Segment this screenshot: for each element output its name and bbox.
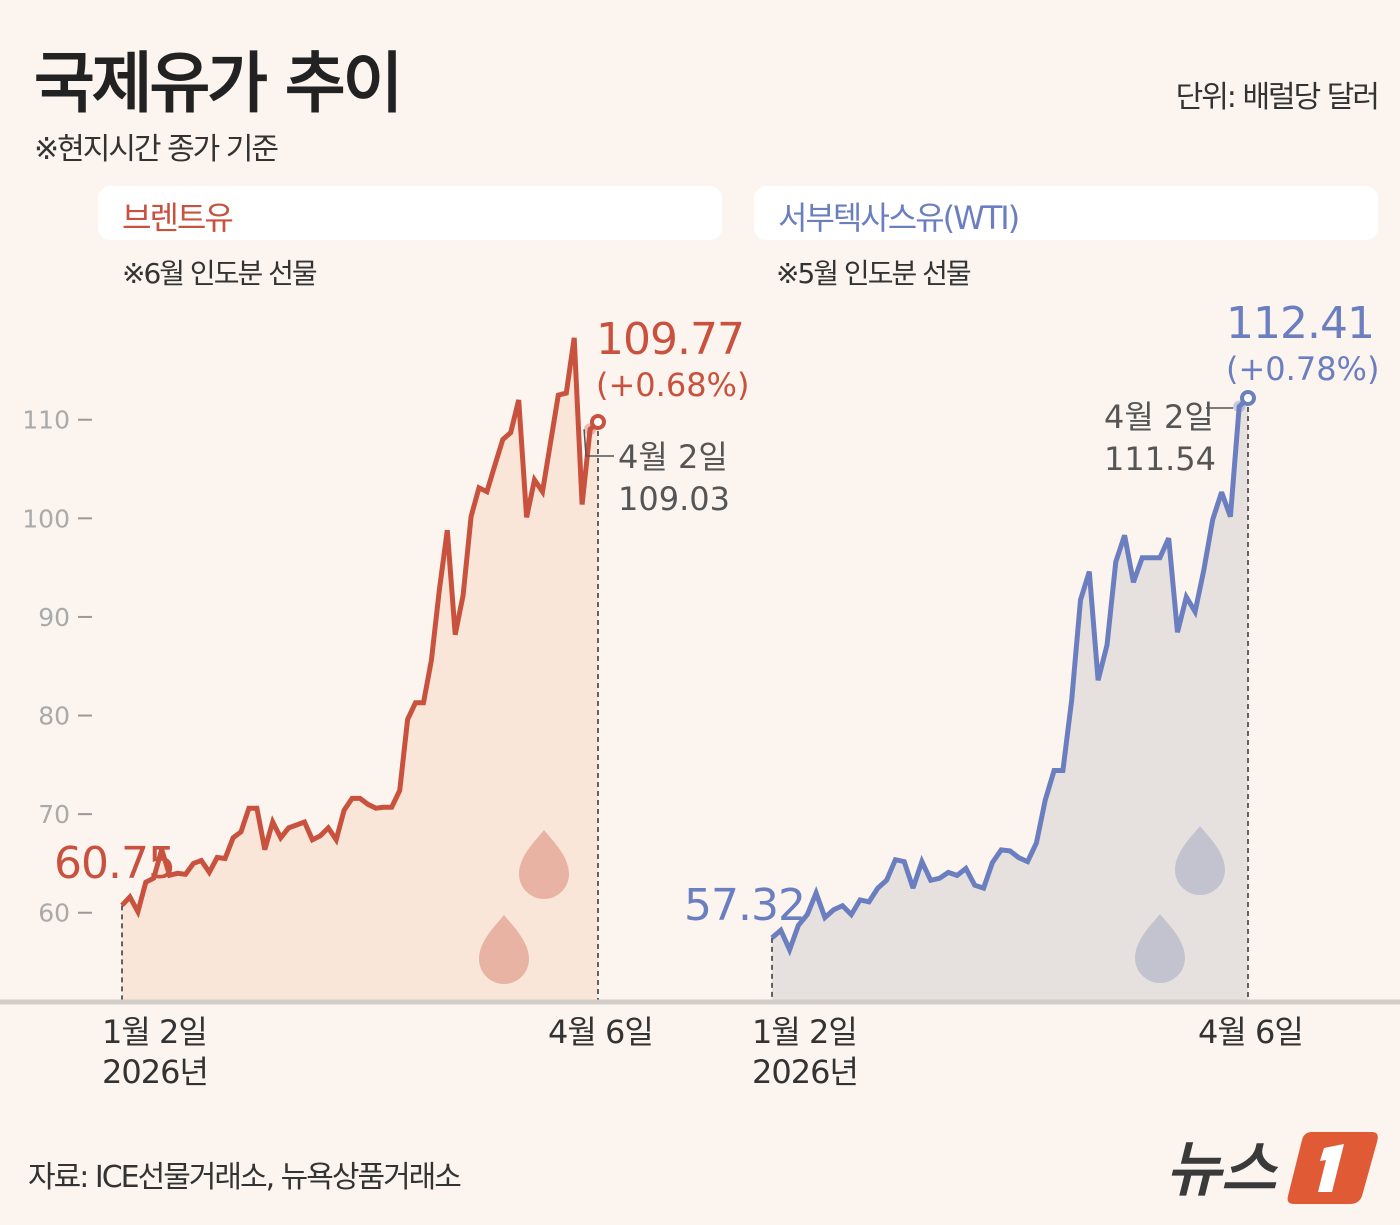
wti-end-change: (+0.78%) bbox=[1226, 350, 1380, 388]
subtitle: ※현지시간 종가 기준 bbox=[34, 132, 279, 167]
news1-logo: 뉴스 bbox=[1166, 1126, 1380, 1214]
wti-prev-annotation: 4월 2일 111.54 bbox=[1104, 396, 1216, 480]
wti-end-marker bbox=[1240, 390, 1256, 406]
brent-end-marker bbox=[590, 414, 606, 430]
brent-header-box: 브렌트유 bbox=[98, 186, 722, 240]
wti-x-start: 1월 2일 2026년 bbox=[752, 1012, 859, 1092]
page-title: 국제유가 추이 bbox=[34, 45, 403, 122]
brent-prev-leader bbox=[583, 429, 614, 457]
wti-end-label: 112.41 bbox=[1226, 298, 1375, 349]
brent-x-end-date: 4월 6일 bbox=[548, 1013, 654, 1051]
y-tick-label: 90 bbox=[38, 603, 70, 632]
wti-x-start-year: 2026년 bbox=[752, 1053, 859, 1091]
wti-start-label: 57.32 bbox=[684, 880, 806, 931]
brent-note: ※6월 인도분 선물 bbox=[122, 257, 318, 290]
brent-x-start-date: 1월 2일 bbox=[102, 1013, 208, 1051]
unit-label: 단위: 배럴당 달러 bbox=[1175, 80, 1380, 115]
wti-x-end-date: 4월 6일 bbox=[1198, 1013, 1304, 1051]
y-tick-label: 70 bbox=[38, 800, 70, 829]
wti-x-start-date: 1월 2일 bbox=[752, 1013, 858, 1051]
brent-x-start-year: 2026년 bbox=[102, 1053, 209, 1091]
svg-text:뉴스: 뉴스 bbox=[1166, 1135, 1279, 1205]
brent-start-label: 60.75 bbox=[54, 838, 176, 889]
wti-title: 서부텍사스유(WTI) bbox=[778, 199, 1020, 237]
wti-prev-marker bbox=[1233, 400, 1246, 413]
brent-prev-date: 4월 2일 bbox=[618, 438, 728, 476]
y-tick-label: 100 bbox=[22, 504, 70, 533]
oil-drop-icon bbox=[1175, 826, 1225, 895]
brent-title: 브렌트유 bbox=[122, 199, 234, 237]
brent-x-start: 1월 2일 2026년 bbox=[102, 1012, 209, 1092]
brent-end-change: (+0.68%) bbox=[596, 366, 750, 404]
wti-header-box: 서부텍사스유(WTI) bbox=[754, 186, 1378, 240]
brent-area bbox=[122, 337, 598, 1000]
y-tick-label: 110 bbox=[22, 406, 70, 435]
wti-note: ※5월 인도분 선물 bbox=[776, 257, 972, 290]
brent-prev-annotation: 4월 2일 109.03 bbox=[618, 436, 730, 520]
wti-prev-date: 4월 2일 bbox=[1104, 398, 1214, 436]
y-tick-label: 80 bbox=[38, 702, 70, 731]
oil-drop-icon bbox=[479, 915, 529, 984]
source-note: 자료: ICE선물거래소, 뉴욕상품거래소 bbox=[28, 1160, 462, 1195]
brent-prev-value: 109.03 bbox=[618, 480, 730, 518]
y-tick-label: 60 bbox=[38, 899, 70, 928]
brent-end-label: 109.77 bbox=[596, 314, 745, 365]
oil-drop-icon bbox=[1135, 914, 1185, 983]
wti-area bbox=[772, 398, 1248, 1000]
oil-drop-icon bbox=[519, 830, 569, 899]
wti-prev-value: 111.54 bbox=[1104, 440, 1216, 478]
